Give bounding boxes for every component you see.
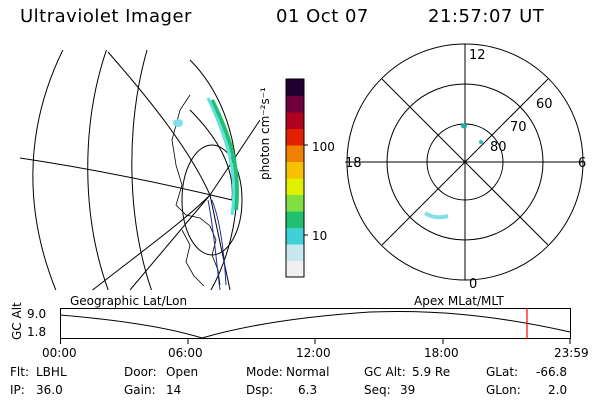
colorbar-segment: [286, 145, 304, 162]
glat-label: GLat:: [486, 365, 519, 379]
colorbar-segment: [286, 95, 304, 113]
altitude-tick-high: 9.0: [27, 307, 47, 321]
colorbar-unit-label: photon cm⁻²s⁻¹: [258, 87, 272, 180]
colorbar-segment: [286, 211, 304, 228]
door-value: Open: [166, 365, 199, 379]
colorbar: [285, 78, 308, 278]
colorbar-segment: [286, 260, 304, 278]
geographic-map: [20, 50, 260, 290]
glon-label: GLon:: [486, 383, 521, 397]
mlt-label-12: 12: [469, 48, 486, 63]
gain-label: Gain:: [124, 383, 156, 397]
time-tick-3: 18:00: [424, 346, 459, 360]
glat-value: -66.8: [536, 365, 568, 379]
mlt-label-6: 6: [578, 156, 587, 171]
gc-alt-label: GC Alt:: [364, 365, 406, 379]
image-date: 01 Oct 07: [276, 6, 369, 27]
mlt-label-0: 0: [469, 277, 478, 292]
time-tick-4: 23:59: [554, 346, 589, 360]
lat-label-60: 60: [536, 97, 553, 112]
colorbar-segment: [286, 244, 304, 261]
dsp-value: 6.3: [298, 383, 318, 397]
colorbar-tick-100: 100: [312, 140, 335, 154]
colorbar-segment: [286, 128, 304, 146]
seq-label: Seq:: [364, 383, 391, 397]
time-tick-2: 12:00: [296, 346, 331, 360]
altitude-axis-label: GC Alt: [10, 302, 24, 340]
time-tick-1: 06:00: [168, 346, 203, 360]
lat-label-80: 80: [490, 140, 507, 155]
mlt-label-18: 18: [345, 156, 362, 171]
colorbar-segment: [286, 79, 304, 96]
colorbar-segment: [286, 194, 304, 212]
polar-map: [345, 43, 584, 281]
ip-value: 36.0: [36, 383, 63, 397]
colorbar-segment: [286, 161, 304, 179]
mode-label: Mode:: [246, 365, 283, 379]
lat-label-70: 70: [510, 120, 527, 135]
ip-label: IP:: [10, 383, 25, 397]
seq-value: 39: [400, 383, 416, 397]
colorbar-segment: [286, 227, 304, 245]
app-title: Ultraviolet Imager: [20, 6, 192, 27]
apex-panel-label: Apex MLat/MLT: [414, 294, 504, 308]
altitude-tick-low: 1.8: [27, 325, 47, 339]
mode-value: Normal: [286, 365, 330, 379]
colorbar-tick-10: 10: [312, 229, 328, 243]
glon-value: 2.0: [548, 383, 568, 397]
geographic-panel-label: Geographic Lat/Lon: [70, 294, 188, 308]
gc-alt-value: 5.9 Re: [412, 365, 451, 379]
time-tick-0: 00:00: [42, 346, 77, 360]
altitude-strip: [59, 308, 571, 344]
colorbar-segment: [286, 178, 304, 195]
filter-value: LBHL: [36, 365, 67, 379]
colorbar-segment: [286, 112, 304, 129]
filter-label: Flt:: [10, 365, 29, 379]
image-time: 21:57:07 UT: [428, 6, 545, 27]
door-label: Door:: [124, 365, 157, 379]
gain-value: 14: [166, 383, 182, 397]
dsp-label: Dsp:: [246, 383, 274, 397]
